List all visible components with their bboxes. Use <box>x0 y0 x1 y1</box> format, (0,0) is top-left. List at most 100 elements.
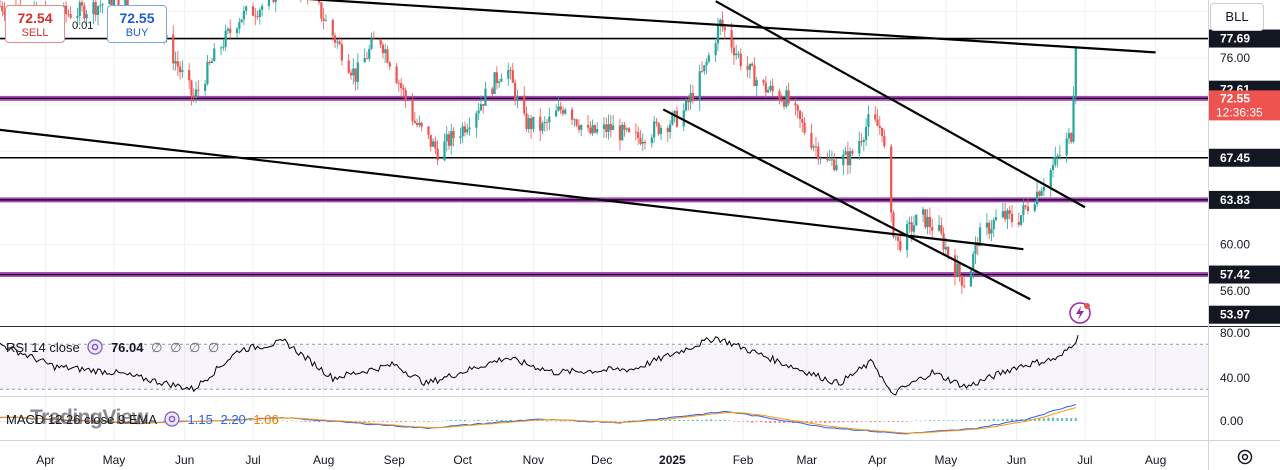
macd-histogram-bar <box>769 421 772 423</box>
candle <box>92 2 95 15</box>
macd-histogram-bar <box>696 419 699 421</box>
macd-histogram-bar <box>459 419 462 421</box>
symbol-badge[interactable]: BLL <box>1210 3 1264 31</box>
macd-histogram-bar <box>1029 418 1032 421</box>
macd-legend[interactable]: MACD 12 26 close 9 EMA 1.15 2.20 1.06 <box>6 411 279 427</box>
trendline[interactable] <box>0 127 1024 251</box>
flash-icon[interactable] <box>1067 300 1093 326</box>
candle <box>468 127 471 130</box>
rsi-value: 76.04 <box>110 340 144 355</box>
indicator-settings-icon[interactable] <box>87 339 103 355</box>
trendline[interactable] <box>715 0 1086 209</box>
candle <box>484 88 487 106</box>
time-axis-label: Dec <box>591 453 612 467</box>
candle <box>500 78 503 82</box>
sell-button[interactable]: 72.54 SELL <box>5 5 65 43</box>
macd-histogram-bar <box>395 421 398 423</box>
candle <box>990 229 993 234</box>
macd-histogram-bar <box>240 420 243 422</box>
indicator-settings-icon[interactable] <box>164 411 180 427</box>
candle <box>1040 190 1043 196</box>
macd-histogram-bar <box>363 421 366 423</box>
candle <box>356 62 359 82</box>
time-axis-label: Nov <box>523 453 544 467</box>
macd-histogram-bar <box>359 421 362 422</box>
candle <box>794 103 797 106</box>
candle <box>1017 222 1020 225</box>
candle <box>826 157 829 161</box>
candle <box>3 11 6 15</box>
rsi-extra: ∅ <box>189 340 201 355</box>
macd-histogram-bar <box>974 420 977 422</box>
candle <box>527 118 530 130</box>
macd-histogram-bar <box>846 421 849 422</box>
candle <box>782 101 786 107</box>
candle <box>322 18 325 21</box>
macd-histogram-bar <box>8 421 11 422</box>
price-label: 53.97 <box>1220 308 1250 322</box>
candle <box>655 121 658 124</box>
candle <box>206 61 209 85</box>
candle <box>395 66 398 83</box>
macd-histogram-bar <box>1047 417 1050 421</box>
candle <box>739 53 742 67</box>
trendline[interactable] <box>662 108 1031 301</box>
candle <box>83 5 86 19</box>
macd-histogram-bar <box>26 421 29 422</box>
candle <box>459 136 462 139</box>
macd-histogram-bar <box>281 420 284 422</box>
candle <box>673 110 676 114</box>
buy-label: BUY <box>125 27 149 39</box>
price-label-badge <box>1209 29 1280 48</box>
macd-histogram-bar <box>40 420 43 422</box>
candle <box>222 46 225 48</box>
candle <box>1006 210 1009 220</box>
macd-histogram-bar <box>236 420 239 421</box>
macd-histogram-bar <box>773 421 776 423</box>
candle <box>577 125 581 130</box>
macd-histogram-bar <box>372 421 375 422</box>
candle <box>80 2 84 6</box>
candle <box>751 63 754 66</box>
macd-histogram-bar <box>295 421 298 422</box>
trendline[interactable] <box>0 0 1156 54</box>
candle <box>931 226 934 231</box>
rsi-legend[interactable]: RSI 14 close 76.04 ∅ ∅ ∅ ∅ <box>6 339 219 356</box>
candle <box>447 134 451 146</box>
candle <box>947 246 950 256</box>
macd-histogram-bar <box>883 421 886 422</box>
macd-histogram-bar <box>906 421 909 422</box>
candle <box>716 26 720 44</box>
macd-histogram-bar <box>956 420 959 422</box>
candle <box>778 91 781 101</box>
candle <box>707 55 710 62</box>
candle <box>1010 213 1014 223</box>
candle <box>1074 48 1077 96</box>
candle <box>860 141 863 143</box>
macd-histogram-bar <box>436 421 439 422</box>
macd-histogram-bar <box>500 419 503 421</box>
macd-histogram-bar <box>413 421 416 422</box>
candle <box>340 44 343 61</box>
candle <box>586 124 590 128</box>
macd-histogram-bar <box>153 420 156 422</box>
candle <box>420 122 423 127</box>
macd-histogram-bar <box>149 421 152 422</box>
macd-histogram-bar <box>158 420 161 422</box>
candle <box>338 41 341 45</box>
candle <box>525 113 528 130</box>
candle <box>219 47 223 49</box>
candle <box>748 63 751 70</box>
macd-histogram-bar <box>231 420 234 422</box>
macd-histogram-bar <box>445 420 448 421</box>
candle <box>272 0 275 2</box>
gear-icon[interactable] <box>1236 448 1254 466</box>
time-axis-label: Aug <box>313 453 334 467</box>
buy-button[interactable]: 72.55 BUY <box>107 5 167 43</box>
price-label-badge <box>1209 148 1280 167</box>
macd-histogram-bar <box>290 420 293 422</box>
candle <box>482 104 485 106</box>
candle <box>1042 187 1045 191</box>
macd-histogram-bar <box>842 421 845 423</box>
